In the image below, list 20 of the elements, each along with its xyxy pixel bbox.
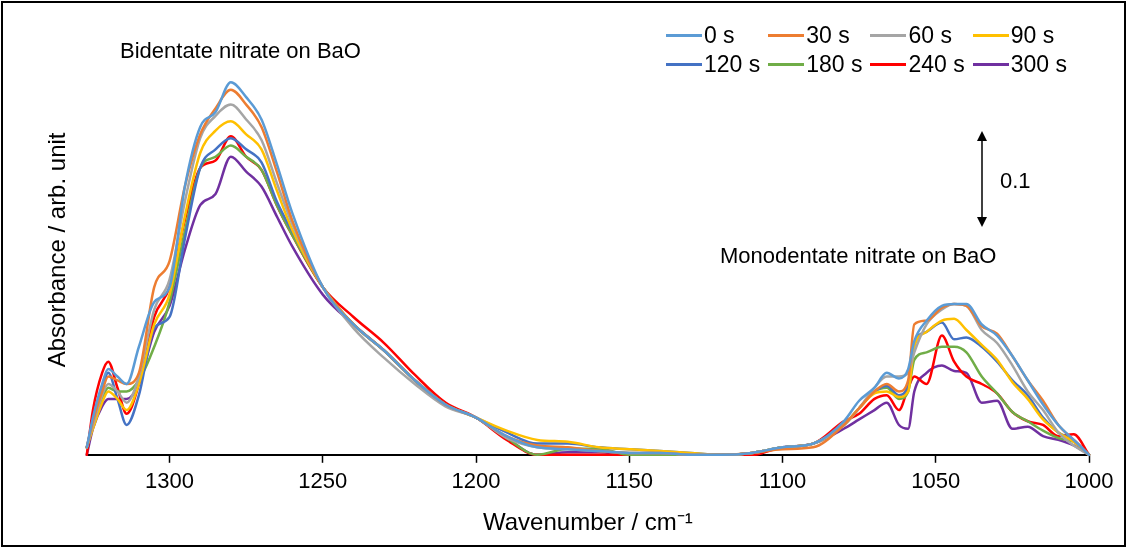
annotation: Monodentate nitrate on BaO bbox=[720, 243, 997, 269]
text: Bidentate nitrate on BaO bbox=[120, 38, 361, 64]
y-axis-title: Absorbance / arb. unit bbox=[43, 132, 71, 368]
legend-label: 30 s bbox=[806, 22, 850, 49]
annotation: 0.1 bbox=[1000, 168, 1031, 194]
x-tick-label: 1150 bbox=[605, 468, 653, 494]
legend-label: 0 s bbox=[703, 22, 735, 49]
legend-label: 120 s bbox=[703, 51, 761, 78]
legend-label: 240 s bbox=[908, 51, 965, 78]
x-tick-label: 1250 bbox=[298, 468, 348, 494]
x-tick-label: 1100 bbox=[758, 468, 807, 494]
x-tick-label: 1300 bbox=[145, 468, 195, 494]
x-tick-label: 1050 bbox=[911, 468, 961, 494]
legend-label: 180 s bbox=[806, 51, 863, 78]
legend-label: 90 s bbox=[1010, 22, 1055, 49]
x-tick-label: 1000 bbox=[1064, 468, 1114, 494]
legend-label: 60 s bbox=[908, 22, 952, 49]
legend-label: 300 s bbox=[1010, 51, 1067, 78]
x-axis-title: Wavenumber / cm⁻¹ bbox=[482, 508, 693, 536]
x-tick-label: 1200 bbox=[451, 468, 501, 494]
